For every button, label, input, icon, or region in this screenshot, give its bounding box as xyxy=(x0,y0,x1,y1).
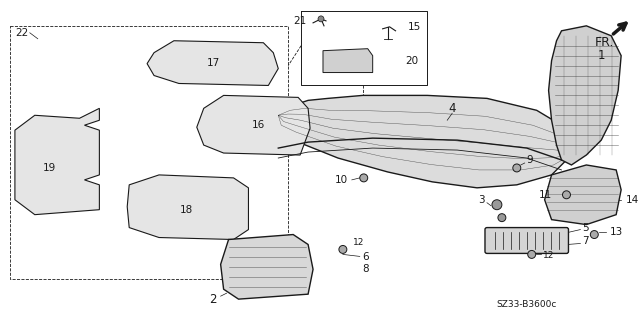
Circle shape xyxy=(528,251,536,258)
Text: 1: 1 xyxy=(598,49,605,62)
Circle shape xyxy=(339,245,347,253)
Text: 17: 17 xyxy=(207,58,220,68)
Text: 7: 7 xyxy=(582,236,589,246)
Text: 20: 20 xyxy=(406,56,419,66)
Polygon shape xyxy=(221,235,313,299)
Text: 8: 8 xyxy=(363,264,369,274)
Text: 10: 10 xyxy=(335,175,348,185)
Text: 18: 18 xyxy=(180,205,193,215)
Circle shape xyxy=(492,200,502,210)
Circle shape xyxy=(513,164,521,172)
Circle shape xyxy=(498,214,506,222)
Text: 14: 14 xyxy=(626,195,639,205)
Text: SZ33-B3600c: SZ33-B3600c xyxy=(497,300,557,308)
Text: 15: 15 xyxy=(408,22,420,32)
Circle shape xyxy=(590,231,598,238)
Polygon shape xyxy=(15,108,99,215)
Text: FR.: FR. xyxy=(595,36,614,49)
Text: 13: 13 xyxy=(610,227,623,236)
Circle shape xyxy=(318,16,324,22)
Text: 3: 3 xyxy=(478,195,485,205)
Circle shape xyxy=(563,191,570,199)
Text: 12: 12 xyxy=(543,251,554,260)
Polygon shape xyxy=(548,26,621,165)
Text: 21: 21 xyxy=(293,16,306,26)
Circle shape xyxy=(360,174,368,182)
Polygon shape xyxy=(545,165,621,225)
Text: 5: 5 xyxy=(582,223,589,233)
Text: 16: 16 xyxy=(252,120,265,130)
Text: 6: 6 xyxy=(363,252,369,262)
Text: 12: 12 xyxy=(353,238,364,247)
Polygon shape xyxy=(147,41,278,85)
Text: 11: 11 xyxy=(538,190,552,200)
Text: 9: 9 xyxy=(527,155,533,165)
Text: 2: 2 xyxy=(209,292,217,306)
Polygon shape xyxy=(196,95,310,155)
Polygon shape xyxy=(278,95,572,188)
Text: 19: 19 xyxy=(43,163,56,173)
Polygon shape xyxy=(323,49,372,73)
FancyBboxPatch shape xyxy=(485,228,568,253)
Text: 4: 4 xyxy=(449,102,456,115)
Text: 22: 22 xyxy=(15,28,29,38)
Polygon shape xyxy=(127,175,248,239)
